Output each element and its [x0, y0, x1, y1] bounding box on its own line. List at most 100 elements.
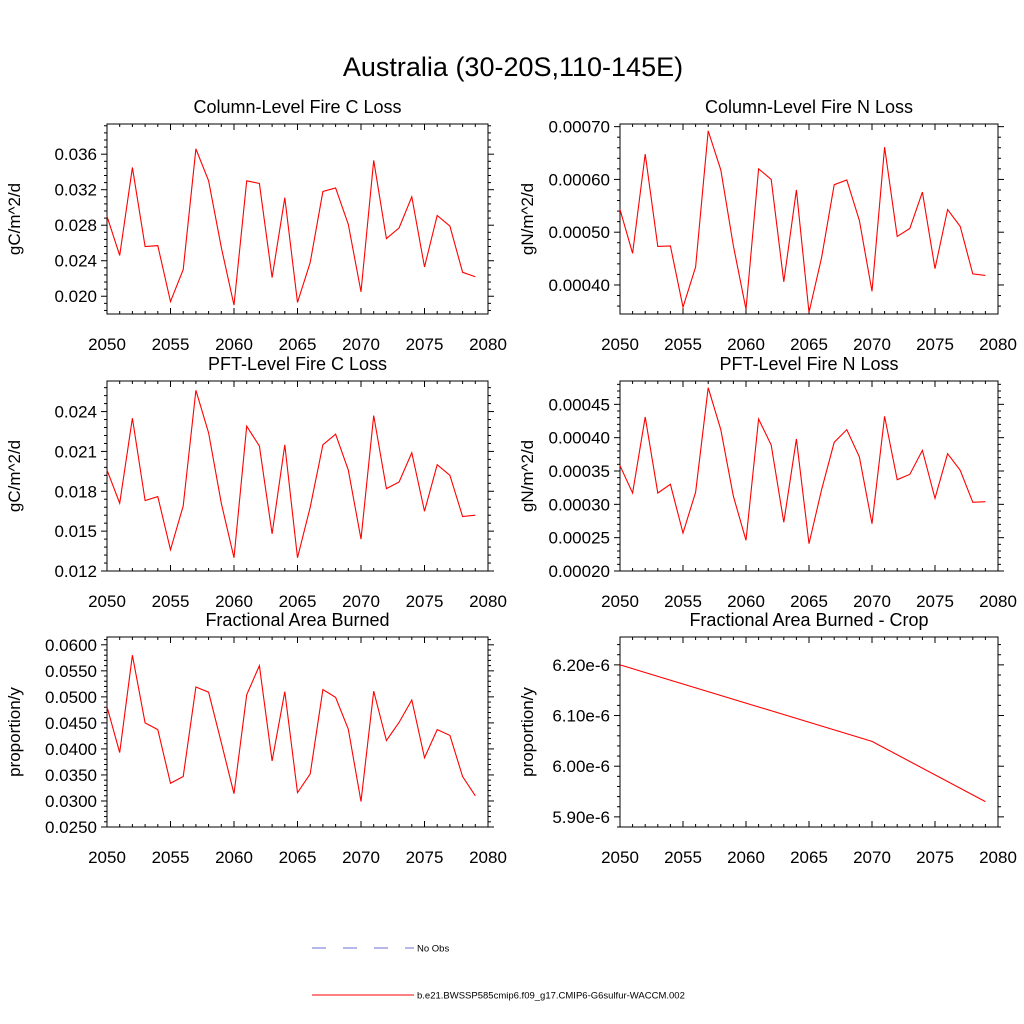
y-axis-label: proportion/y	[5, 687, 24, 777]
plot-frame	[619, 123, 999, 315]
x-tick-label: 2065	[279, 592, 317, 611]
legend-label: No Obs	[417, 944, 449, 955]
x-tick-label: 2075	[406, 848, 444, 867]
x-tick-label: 2070	[342, 335, 380, 354]
y-tick-label: 0.024	[54, 252, 97, 271]
y-tick-label: 0.028	[54, 216, 97, 235]
y-tick-label: 0.00050	[549, 223, 610, 242]
chart-panel-2: Column-Level Fire N Loss gN/m^2/d 2050 2055…	[518, 97, 1017, 354]
y-tick-label: 0.032	[54, 181, 97, 200]
panel-title: Column-Level Fire C Loss	[193, 97, 401, 117]
x-tick-label: 2075	[406, 335, 444, 354]
y-tick-label: 0.0250	[45, 818, 97, 837]
axis-ticks	[614, 124, 1004, 314]
axis-ticks	[101, 381, 494, 572]
x-tick-label: 2075	[916, 335, 954, 354]
y-tick-label: 0.00040	[549, 429, 610, 448]
axis-ticks	[614, 637, 1004, 828]
x-tick-label: 2080	[469, 335, 507, 354]
series-line	[106, 390, 476, 558]
legend-item-2: b.e21.BWSSP585cmip6.f09_g17.CMIP6-G6sulf…	[312, 991, 685, 1002]
x-tick-label: 2055	[152, 335, 190, 354]
y-tick-label: 0.012	[54, 562, 97, 581]
x-tick-label: 2080	[469, 592, 507, 611]
chart-panel-6: Fractional Area Burned - Crop proportion/…	[518, 610, 1017, 867]
x-tick-label: 2075	[406, 592, 444, 611]
x-tick-label: 2065	[790, 335, 828, 354]
x-tick-label: 2050	[601, 335, 639, 354]
plot-frame	[619, 636, 999, 828]
x-tick-label: 2055	[664, 335, 702, 354]
x-tick-label: 2070	[342, 848, 380, 867]
y-tick-label: 0.0300	[45, 792, 97, 811]
x-tick-label: 2080	[979, 592, 1017, 611]
x-tick-label: 2060	[215, 848, 253, 867]
y-tick-label: 6.20e-6	[552, 656, 610, 675]
y-tick-label: 0.020	[54, 287, 97, 306]
y-tick-label: 0.00020	[549, 562, 610, 581]
y-tick-label: 0.021	[54, 442, 97, 461]
plot-frame	[106, 636, 489, 828]
y-tick-label: 0.0350	[45, 766, 97, 785]
plot-frame	[106, 380, 489, 572]
x-tick-label: 2065	[279, 848, 317, 867]
legend-item-1: No Obs	[312, 944, 449, 955]
y-tick-label: 0.00060	[549, 170, 610, 189]
series-line	[619, 387, 986, 544]
x-tick-label: 2055	[152, 848, 190, 867]
x-tick-label: 2070	[853, 335, 891, 354]
y-axis-label: gC/m^2/d	[5, 183, 24, 255]
x-tick-label: 2070	[342, 592, 380, 611]
panel-title: PFT-Level Fire N Loss	[719, 354, 898, 374]
y-tick-label: 0.018	[54, 482, 97, 501]
x-tick-label: 2070	[853, 592, 891, 611]
y-tick-label: 0.024	[54, 403, 97, 422]
y-tick-label: 0.00035	[549, 462, 610, 481]
x-tick-label: 2060	[727, 848, 765, 867]
series-line	[106, 655, 476, 802]
y-axis-label: gN/m^2/d	[518, 440, 537, 512]
legend: No Obs b.e21.BWSSP585cmip6.f09_g17.CMIP6-…	[312, 944, 685, 1002]
x-tick-label: 2055	[664, 848, 702, 867]
y-tick-label: 0.00045	[549, 395, 610, 414]
x-tick-label: 2080	[469, 848, 507, 867]
plot-frame	[106, 123, 489, 315]
chart-panel-5: Fractional Area Burned proportion/y 2050 20…	[5, 610, 507, 867]
y-tick-label: 0.00030	[549, 495, 610, 514]
x-tick-label: 2065	[790, 592, 828, 611]
axis-ticks	[101, 124, 494, 314]
x-tick-label: 2055	[664, 592, 702, 611]
y-tick-label: 0.0600	[45, 636, 97, 655]
panel-title: Fractional Area Burned	[205, 610, 389, 630]
y-tick-label: 0.00025	[549, 529, 610, 548]
x-tick-label: 2050	[88, 335, 126, 354]
series-line	[619, 664, 986, 803]
panel-title: Column-Level Fire N Loss	[705, 97, 913, 117]
y-tick-label: 6.10e-6	[552, 707, 610, 726]
x-tick-label: 2080	[979, 848, 1017, 867]
y-axis-label: gN/m^2/d	[518, 183, 537, 255]
y-tick-label: 5.90e-6	[552, 808, 610, 827]
x-tick-label: 2075	[916, 592, 954, 611]
figure-title: Australia (30-20S,110-145E)	[343, 52, 683, 82]
y-tick-label: 0.00040	[549, 276, 610, 295]
panel-title: PFT-Level Fire C Loss	[208, 354, 387, 374]
x-tick-label: 2065	[790, 848, 828, 867]
y-tick-label: 0.0550	[45, 662, 97, 681]
x-tick-label: 2050	[88, 592, 126, 611]
x-tick-label: 2070	[853, 848, 891, 867]
x-tick-label: 2080	[979, 335, 1017, 354]
y-axis-label: gC/m^2/d	[5, 440, 24, 512]
chart-panel-1: Column-Level Fire C Loss gC/m^2/d 2050 2055…	[5, 97, 507, 354]
legend-label: b.e21.BWSSP585cmip6.f09_g17.CMIP6-G6sulf…	[417, 991, 685, 1002]
x-tick-label: 2060	[215, 335, 253, 354]
y-tick-label: 0.0500	[45, 688, 97, 707]
y-tick-label: 0.015	[54, 522, 97, 541]
y-tick-label: 0.0400	[45, 740, 97, 759]
panels: Column-Level Fire C Loss gC/m^2/d 2050 2055…	[5, 97, 1017, 867]
y-tick-label: 0.00070	[549, 118, 610, 137]
x-tick-label: 2060	[727, 335, 765, 354]
x-tick-label: 2050	[601, 592, 639, 611]
x-tick-label: 2060	[215, 592, 253, 611]
